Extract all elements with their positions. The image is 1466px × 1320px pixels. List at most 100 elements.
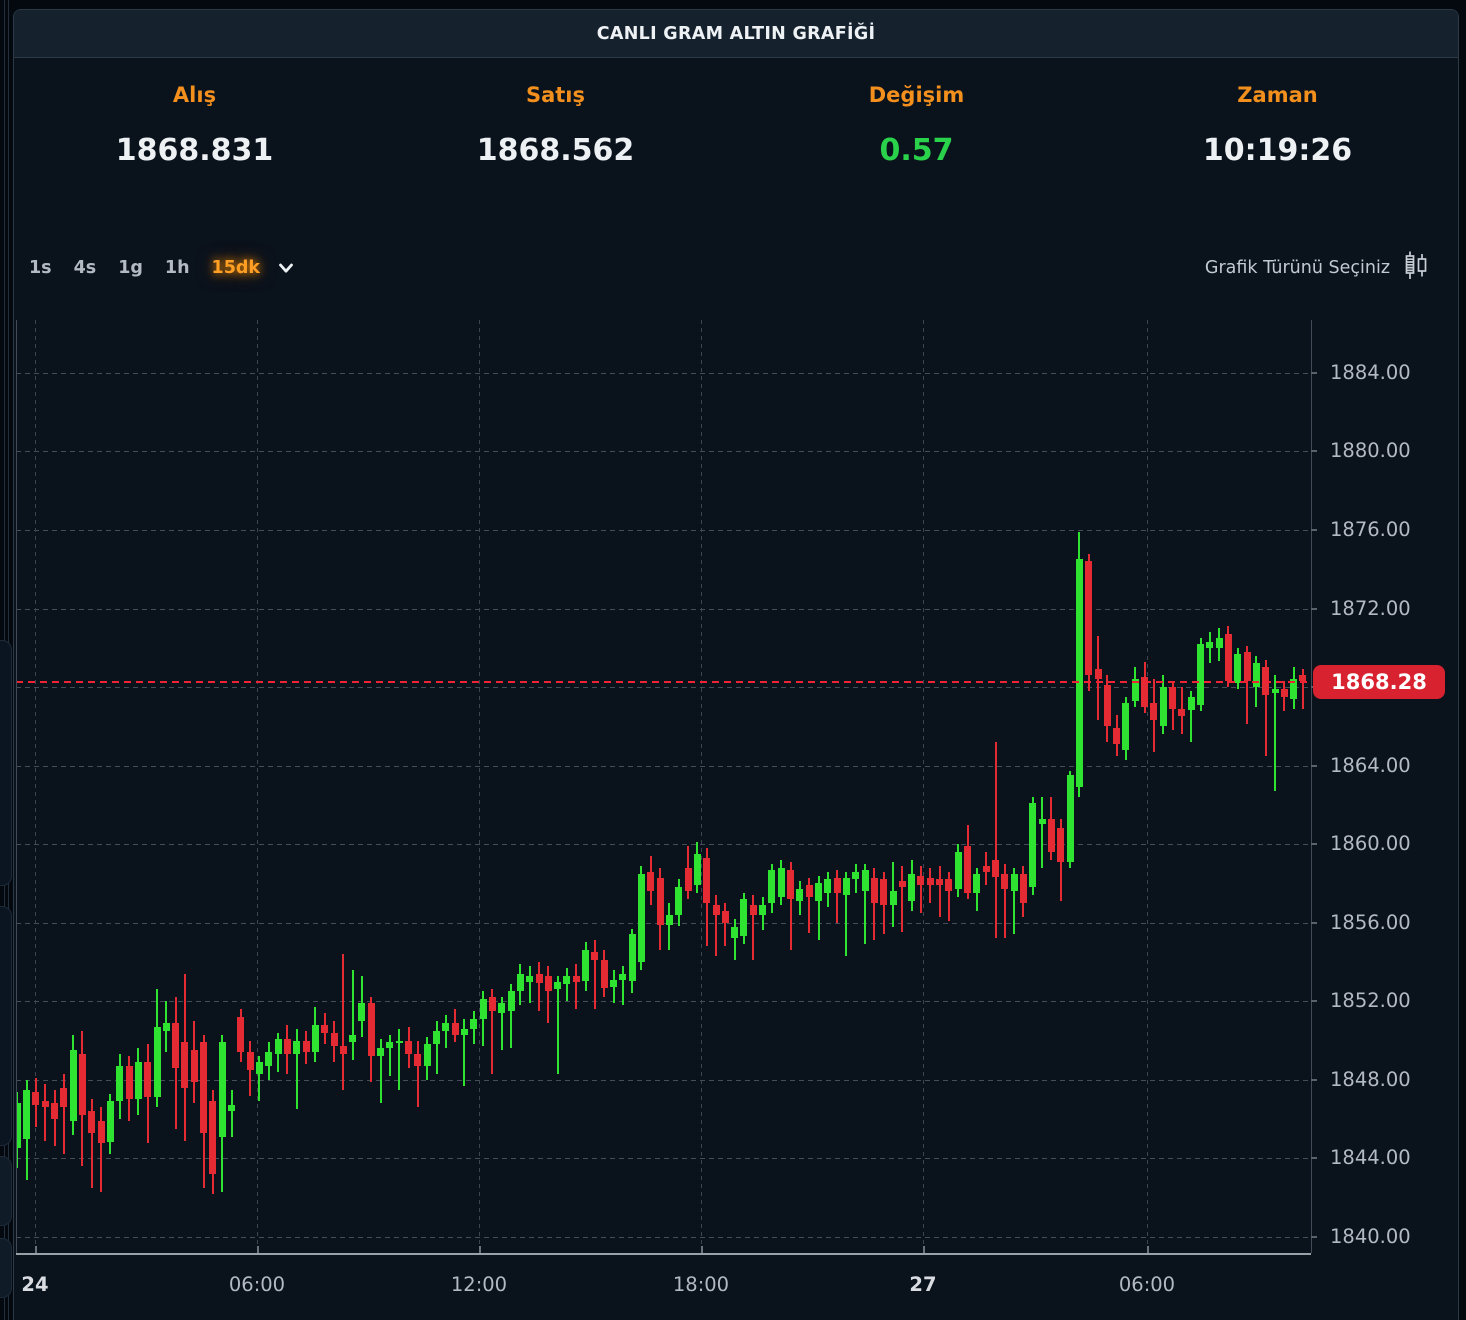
candle-body	[451, 1022, 459, 1035]
candle-wick	[789, 861, 792, 951]
candle-body	[460, 1028, 468, 1035]
candle-body	[395, 1040, 403, 1043]
h-gridline	[16, 529, 1311, 531]
candle-wick	[808, 877, 811, 933]
candle-body	[1234, 653, 1242, 684]
candle-body	[1197, 643, 1204, 705]
candle-body	[1187, 696, 1195, 711]
plot-area[interactable]	[16, 320, 1311, 1253]
candle-body	[321, 1024, 329, 1033]
x-axis-tick	[923, 1246, 925, 1253]
h-gridline	[16, 844, 1311, 846]
sell-label: Satış	[525, 83, 586, 107]
candle-body	[265, 1052, 273, 1066]
candle-wick	[733, 918, 736, 960]
y-axis-tick	[1311, 528, 1317, 531]
candle-body	[23, 1089, 30, 1139]
quote-time: Zaman 10:19:26	[1097, 58, 1458, 225]
candle-body	[1299, 675, 1307, 682]
candle-body	[982, 865, 990, 872]
buy-value: 1868.831	[115, 133, 274, 168]
candle-body	[917, 875, 925, 886]
chart-type-selector[interactable]: Grafik Türünü Seçiniz	[1205, 250, 1430, 286]
timeframe-15dk[interactable]: 15dk	[211, 258, 261, 278]
gold-chart-widget: CANLI GRAM ALTIN GRAFİĞİ Alış 1868.831 S…	[13, 9, 1459, 1320]
candle-body	[516, 973, 524, 992]
candle-body	[908, 873, 916, 902]
candle-body	[1066, 775, 1074, 862]
candle-wick	[938, 865, 941, 917]
timeframe-1g[interactable]: 1g	[118, 258, 143, 278]
candle-body	[880, 879, 888, 905]
candle-body	[1001, 873, 1009, 890]
candlestick-chart[interactable]: 1868.28 1884.00 1880.00 1876.00 1872.00 1864…	[14, 295, 1458, 1320]
x-axis-label: 27	[909, 1273, 937, 1296]
candle-wick	[621, 965, 624, 1006]
candle-body	[330, 1032, 338, 1047]
candle-body	[1150, 702, 1158, 721]
candle-body	[712, 905, 720, 915]
chevron-down-icon[interactable]	[278, 263, 294, 274]
candle-wick	[90, 1099, 93, 1188]
y-axis-tick	[1311, 764, 1317, 767]
left-ghost-panel	[0, 640, 12, 886]
candle-wick	[593, 940, 596, 1009]
h-gridline	[16, 1236, 1311, 1238]
candle-body	[1159, 687, 1167, 727]
x-axis-label: 12:00	[450, 1273, 508, 1296]
v-gridline	[257, 320, 258, 1253]
candle-body	[200, 1042, 207, 1133]
candle-body	[852, 871, 860, 880]
candle-wick	[947, 871, 950, 921]
y-axis-tick	[1311, 843, 1317, 846]
candle-body	[1029, 802, 1037, 888]
candle-body	[125, 1066, 133, 1100]
candle-body	[731, 926, 739, 939]
candle-body	[600, 960, 608, 988]
candle-body	[572, 975, 580, 982]
candle-body	[824, 879, 832, 894]
candle-body	[433, 1030, 440, 1045]
candle-body	[283, 1038, 291, 1055]
candle-body	[973, 873, 981, 894]
candle-body	[898, 881, 906, 888]
candle-body	[1215, 637, 1223, 648]
candle-body	[1290, 679, 1298, 699]
timeframe-group: 1s 4s 1g 1h 15dk	[29, 258, 294, 278]
candle-body	[209, 1101, 217, 1174]
candle-body	[1141, 677, 1149, 707]
candle-body	[339, 1046, 347, 1055]
x-axis-label: 18:00	[672, 1273, 730, 1296]
candle-body	[78, 1054, 86, 1116]
timeframe-1h[interactable]: 1h	[164, 258, 190, 278]
y-axis-label: 1880.00	[1330, 439, 1411, 463]
candle-body	[1243, 651, 1251, 682]
candlestick-icon[interactable]	[1402, 250, 1430, 286]
candle-body	[358, 1003, 366, 1021]
quote-buy: Alış 1868.831	[14, 58, 375, 225]
candle-body	[479, 999, 487, 1019]
candle-wick	[388, 1034, 391, 1076]
candle-body	[1075, 559, 1083, 788]
candle-body	[246, 1052, 254, 1070]
candle-body	[237, 1016, 245, 1053]
timeframe-4s[interactable]: 4s	[73, 258, 97, 278]
candle-wick	[100, 1107, 103, 1192]
candle-body	[777, 867, 785, 898]
candle-body	[889, 891, 897, 905]
candle-wick	[752, 895, 755, 960]
sell-value: 1868.562	[476, 133, 635, 168]
candle-body	[964, 846, 971, 894]
quote-change: Değişim 0.57	[736, 58, 1097, 225]
candle-body	[637, 873, 645, 962]
candle-wick	[836, 869, 839, 923]
candle-body	[861, 869, 869, 892]
candle-body	[498, 1003, 506, 1013]
candle-body	[488, 997, 496, 1011]
v-gridline	[701, 320, 702, 1253]
timeframe-1s[interactable]: 1s	[29, 258, 52, 278]
candle-body	[1178, 708, 1186, 717]
candle-body	[936, 879, 944, 886]
candle-body	[1224, 634, 1232, 682]
x-axis-tick	[1147, 1246, 1149, 1253]
